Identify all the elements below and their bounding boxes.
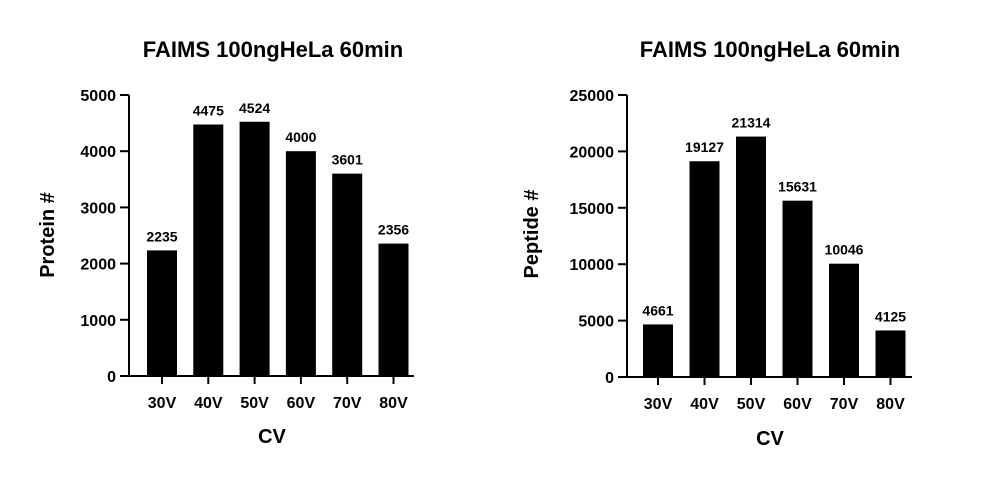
bar <box>332 173 363 376</box>
x-axis-label: CV <box>258 426 286 448</box>
x-tick-label: 40V <box>194 395 223 412</box>
y-tick-label: 4000 <box>80 144 116 161</box>
chart-title: FAIMS 100ngHeLa 60min <box>640 37 900 62</box>
y-axis-label: Protein # <box>37 192 59 278</box>
x-tick-label: 30V <box>644 396 673 413</box>
x-tick-label: 70V <box>333 395 362 412</box>
bar <box>378 243 409 376</box>
y-tick-label: 15000 <box>570 201 615 218</box>
bar <box>193 124 224 376</box>
bar <box>285 151 316 376</box>
x-tick-label: 80V <box>876 396 905 413</box>
bar <box>782 200 813 377</box>
x-tick-label: 50V <box>737 396 766 413</box>
y-tick-label: 25000 <box>570 88 615 105</box>
x-tick-label: 60V <box>287 395 316 412</box>
data-label: 4125 <box>875 308 906 324</box>
peptide-chart: FAIMS 100ngHeLa 60min Peptide # CV 0 5000… <box>521 37 912 450</box>
bar <box>643 324 673 377</box>
chart-title: FAIMS 100ngHeLa 60min <box>143 37 403 62</box>
bar <box>736 136 766 377</box>
y-tick-label: 20000 <box>570 144 615 161</box>
data-label: 2235 <box>146 228 177 244</box>
y-tick-label: 5000 <box>578 314 614 331</box>
x-tick-label: 70V <box>830 396 859 413</box>
data-label: 4000 <box>285 129 316 145</box>
bar <box>875 330 906 377</box>
y-tick-label: 1000 <box>80 313 116 330</box>
plot-area: 0 1000 2000 3000 4000 5000 30V 2235 40V 4475 50V 45… <box>80 88 414 412</box>
data-label: 10046 <box>825 242 864 258</box>
bar <box>239 121 270 377</box>
data-label: 4475 <box>193 103 224 119</box>
bar <box>147 250 177 376</box>
data-label: 19127 <box>685 139 724 155</box>
x-tick-label: 50V <box>240 395 269 412</box>
data-label: 4661 <box>642 302 673 318</box>
x-axis-label: CV <box>756 428 784 450</box>
y-tick-label: 5000 <box>80 88 116 105</box>
y-axis-label: Peptide # <box>521 190 543 279</box>
data-label: 21314 <box>732 115 771 131</box>
y-tick-label: 0 <box>107 369 116 386</box>
y-tick-label: 10000 <box>570 257 615 274</box>
plot-area: 0 5000 10000 15000 20000 25000 30V 4661 40V 19127… <box>570 88 912 413</box>
x-tick-label: 60V <box>783 396 812 413</box>
data-label: 2356 <box>378 222 409 238</box>
bar <box>829 263 859 377</box>
x-tick-label: 40V <box>690 396 719 413</box>
bar <box>689 161 720 377</box>
y-tick-label: 2000 <box>80 257 116 274</box>
y-tick-label: 0 <box>605 370 614 387</box>
x-tick-label: 80V <box>379 395 408 412</box>
y-tick-label: 3000 <box>80 200 116 217</box>
data-label: 3601 <box>332 152 363 168</box>
x-tick-label: 30V <box>148 395 177 412</box>
data-label: 4524 <box>239 100 270 116</box>
protein-chart: FAIMS 100ngHeLa 60min Protein # CV 0 1000… <box>37 37 414 448</box>
data-label: 15631 <box>778 179 817 195</box>
